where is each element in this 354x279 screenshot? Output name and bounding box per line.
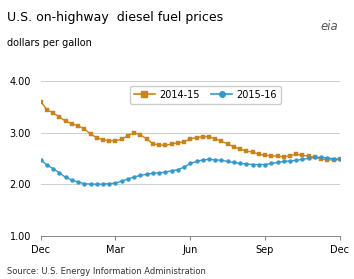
Text: eia: eia bbox=[320, 20, 338, 33]
Text: U.S. on-highway  diesel fuel prices: U.S. on-highway diesel fuel prices bbox=[7, 11, 223, 24]
Text: Source: U.S. Energy Information Administration: Source: U.S. Energy Information Administ… bbox=[7, 267, 206, 276]
Legend: 2014-15, 2015-16: 2014-15, 2015-16 bbox=[130, 86, 281, 104]
Text: dollars per gallon: dollars per gallon bbox=[7, 38, 92, 48]
